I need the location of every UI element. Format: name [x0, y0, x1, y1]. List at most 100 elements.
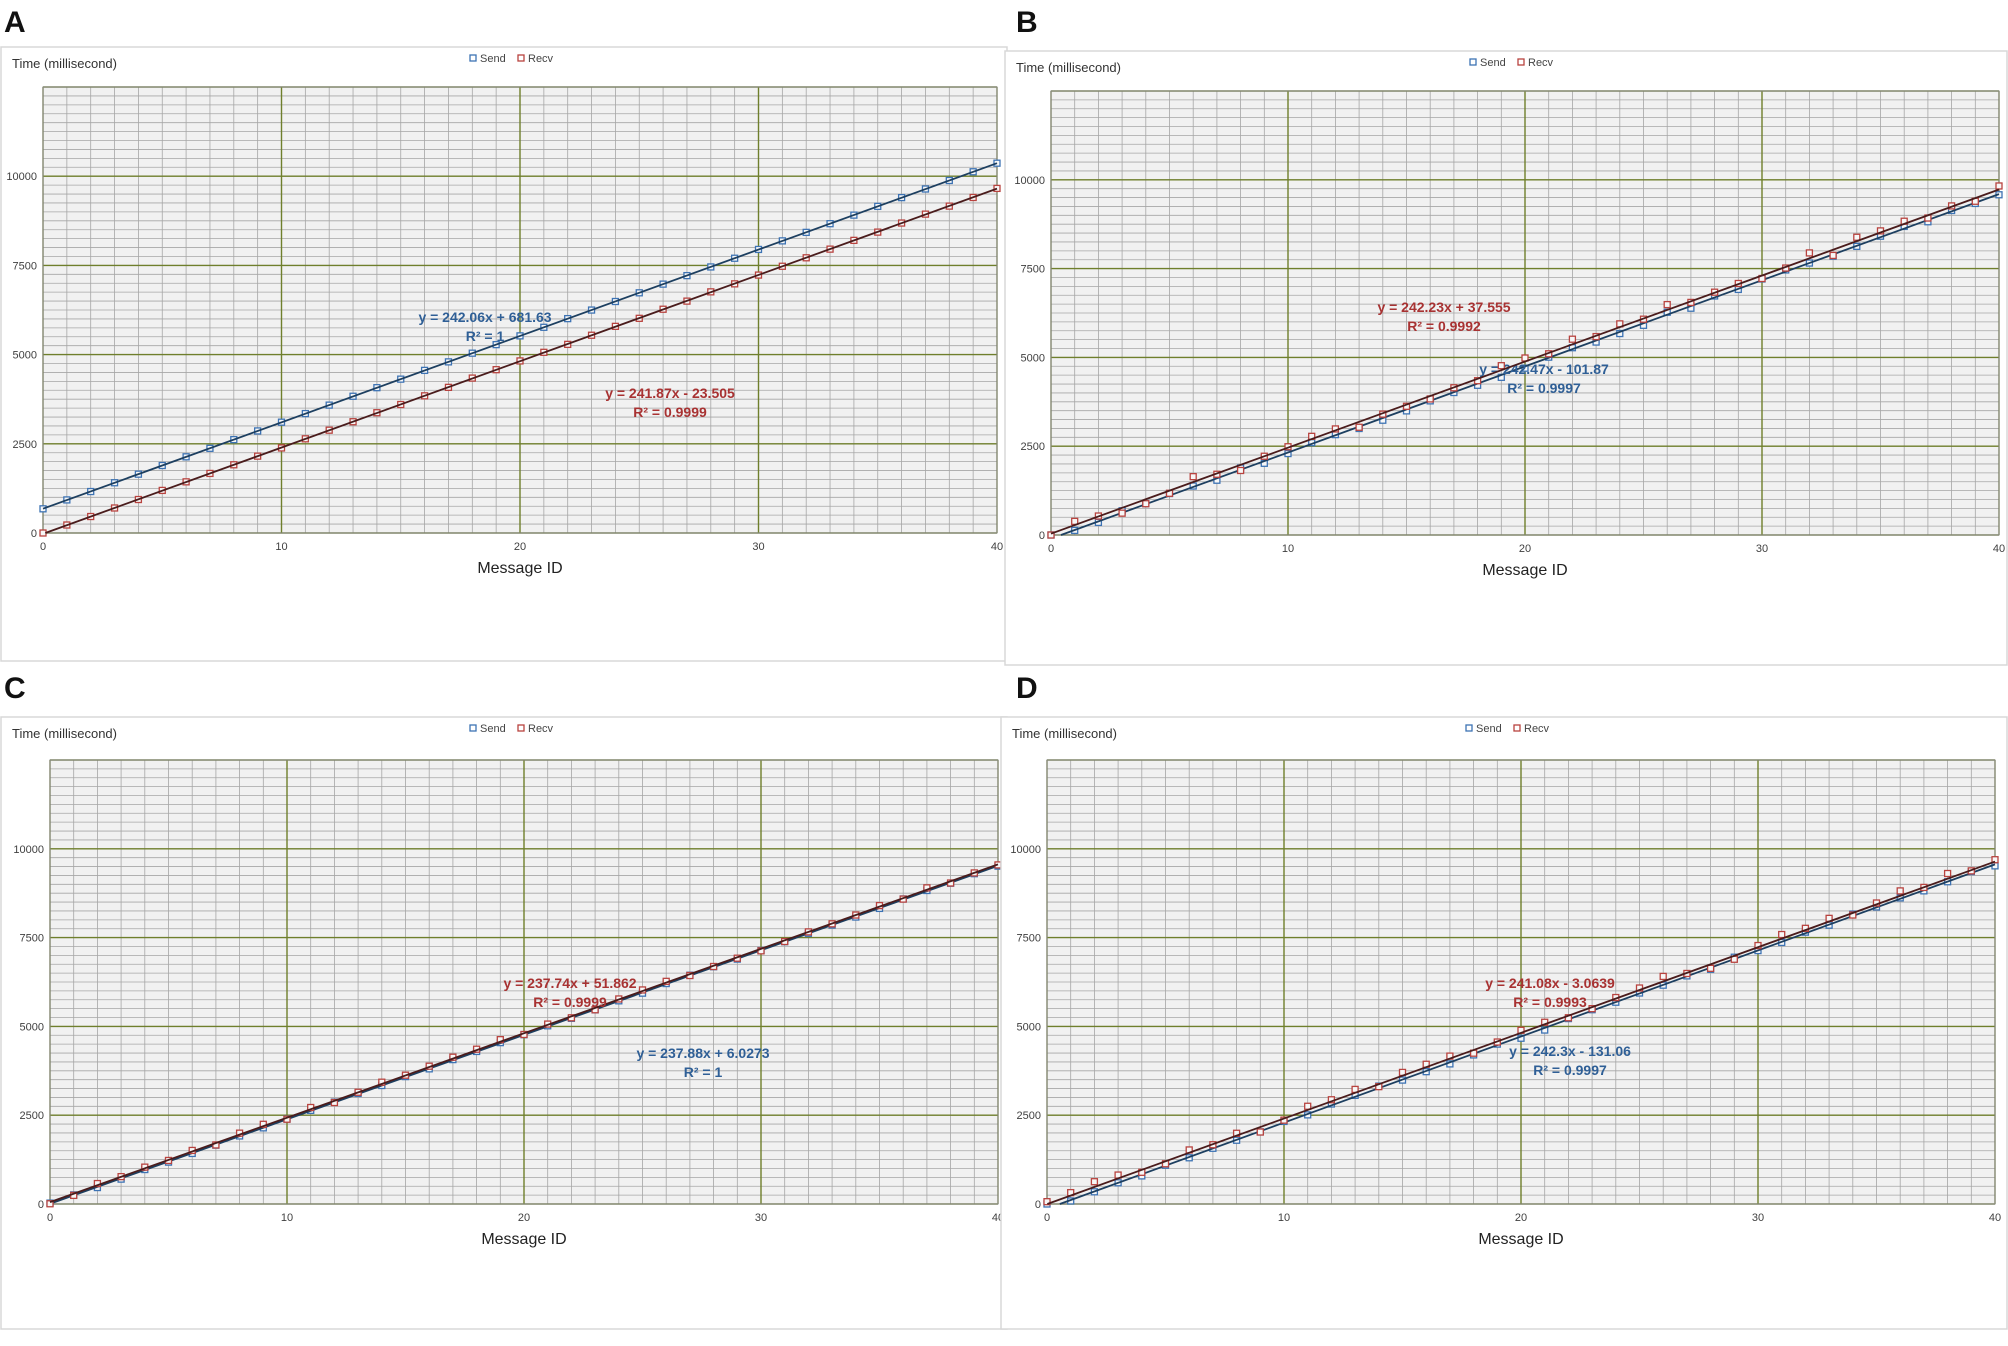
y-tick-label: 10000 — [1010, 844, 1041, 856]
legend-marker — [517, 724, 525, 732]
trendline-r2-recv: R² = 0.9999 — [633, 404, 707, 420]
data-point-recv — [1853, 233, 1861, 241]
x-tick-label: 0 — [1048, 543, 1054, 555]
legend-marker — [1513, 724, 1521, 732]
data-point-recv — [1189, 473, 1197, 481]
data-point-recv — [1236, 466, 1245, 475]
legend-marker — [1517, 58, 1525, 66]
y-tick-label: 7500 — [1017, 933, 1041, 945]
trendline-recv — [45, 187, 998, 534]
y-tick-label: 2500 — [13, 439, 37, 451]
data-point-recv — [1991, 856, 1999, 864]
legend-marker — [1465, 724, 1473, 732]
y-tick-label: 7500 — [20, 933, 44, 945]
trendline-r2-recv: R² = 0.9992 — [1407, 318, 1481, 334]
x-axis-title: Message ID — [477, 560, 562, 577]
trendline-r2-recv: R² = 0.9993 — [1513, 994, 1587, 1010]
x-tick-label: 10 — [281, 1212, 293, 1224]
y-tick-label: 2500 — [20, 1110, 44, 1122]
legend-label: Recv — [528, 723, 554, 735]
panel-letter-a: A — [4, 6, 26, 39]
data-point-recv — [1778, 930, 1786, 939]
y-tick-label: 10000 — [1014, 175, 1045, 187]
legend-label: Send — [1476, 723, 1502, 735]
chart-panel-d: 0 10 20 30 40 0 2500 5000 7500 10000 Time (millise… — [1000, 716, 2008, 1330]
y-tick-label: 5000 — [13, 350, 37, 362]
trendline-r2-send: R² = 1 — [466, 328, 505, 344]
data-point-recv — [1043, 1198, 1051, 1206]
data-point-recv — [1256, 1128, 1264, 1136]
x-tick-label: 40 — [1993, 543, 2005, 555]
panel-letter-c: C — [4, 672, 26, 705]
x-tick-label: 20 — [1519, 543, 1531, 555]
x-tick-label: 20 — [514, 541, 526, 553]
chart-panel-b: 0 10 20 30 40 0 2500 5000 7500 10000 Time (millise… — [1004, 50, 2008, 666]
data-point-recv — [1663, 300, 1671, 309]
plot-border — [49, 759, 999, 1205]
data-point-recv — [1896, 887, 1904, 895]
panel-letter-d: D — [1016, 672, 1038, 705]
y-tick-label: 7500 — [1021, 264, 1045, 276]
trendline-equation-send: y = 242.3x - 131.06 — [1509, 1043, 1631, 1059]
trendline-equation-send: y = 242.06x + 681.63 — [418, 309, 551, 325]
y-tick-label: 0 — [1039, 530, 1045, 542]
data-point-recv — [1355, 423, 1363, 431]
data-point-recv — [39, 529, 47, 537]
legend-marker — [517, 54, 525, 62]
data-point-recv — [1805, 249, 1814, 257]
y-axis-title: Time (millisecond) — [12, 726, 117, 741]
trendline-equation-recv: y = 241.87x - 23.505 — [605, 385, 735, 401]
data-point-recv — [1497, 362, 1505, 370]
plot-border — [1046, 759, 1996, 1205]
legend-marker — [1469, 58, 1477, 66]
data-point-recv — [1829, 251, 1837, 260]
legend-marker — [469, 54, 477, 62]
y-tick-label: 0 — [38, 1199, 44, 1211]
data-point-send — [39, 505, 47, 513]
x-tick-label: 40 — [1989, 1212, 2001, 1224]
data-point-send — [993, 159, 1001, 167]
legend-marker — [469, 724, 477, 732]
trendline-r2-recv: R² = 0.9999 — [533, 994, 607, 1010]
data-point-recv — [1142, 500, 1150, 508]
trendline-r2-send: R² = 0.9997 — [1533, 1062, 1607, 1078]
legend-label: Recv — [1528, 57, 1554, 69]
x-tick-label: 20 — [1515, 1212, 1527, 1224]
y-tick-label: 2500 — [1017, 1110, 1041, 1122]
x-tick-label: 30 — [755, 1212, 767, 1224]
data-point-recv — [1090, 1178, 1099, 1186]
trendline-recv — [1046, 860, 1996, 1205]
data-point-recv — [1568, 335, 1577, 343]
data-point-recv — [993, 184, 1001, 193]
y-axis-title: Time (millisecond) — [1012, 726, 1117, 741]
y-tick-label: 2500 — [1021, 441, 1045, 453]
x-tick-label: 30 — [1752, 1212, 1764, 1224]
y-tick-label: 0 — [1035, 1199, 1041, 1211]
y-tick-label: 5000 — [1021, 352, 1045, 364]
trendline-equation-send: y = 237.88x + 6.0273 — [636, 1045, 769, 1061]
chart-panel-a: 0 10 20 30 40 0 2500 5000 7500 10000 Time (millise… — [0, 46, 1008, 662]
trendline-equation-recv: y = 242.23x + 37.555 — [1377, 299, 1510, 315]
trendline-r2-send: R² = 1 — [684, 1064, 723, 1080]
data-point-recv — [1706, 964, 1715, 972]
trendline-r2-send: R² = 0.9997 — [1507, 380, 1581, 396]
x-axis-title: Message ID — [481, 1231, 566, 1248]
y-axis-title: Time (millisecond) — [12, 56, 117, 71]
x-tick-label: 0 — [40, 541, 46, 553]
trendline-recv — [49, 863, 999, 1204]
x-axis-title: Message ID — [1478, 1231, 1563, 1248]
x-tick-label: 10 — [1278, 1212, 1290, 1224]
plot-border — [1050, 90, 2000, 536]
x-tick-label: 30 — [752, 541, 764, 553]
trendline-send — [1060, 193, 2000, 536]
y-tick-label: 7500 — [13, 260, 37, 272]
x-tick-label: 40 — [991, 541, 1003, 553]
x-tick-label: 10 — [1282, 543, 1294, 555]
x-tick-label: 30 — [1756, 543, 1768, 555]
x-tick-label: 0 — [47, 1212, 53, 1224]
data-point-recv — [1047, 531, 1055, 539]
plot-border — [42, 86, 998, 534]
x-tick-label: 20 — [518, 1212, 530, 1224]
legend-label: Send — [480, 53, 506, 65]
